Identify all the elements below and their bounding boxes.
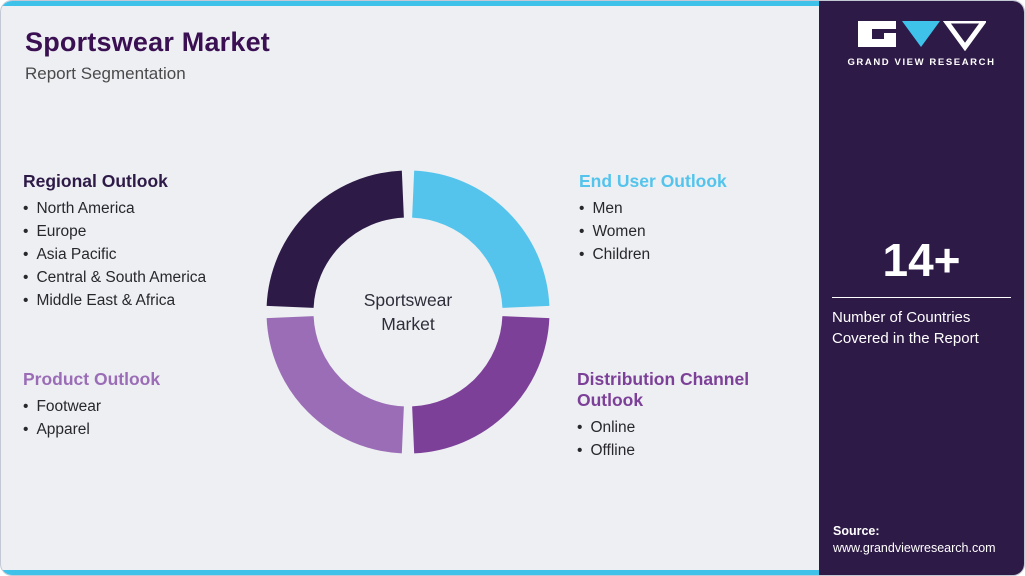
list-item: Women	[579, 220, 799, 243]
outlook-product-list: FootwearApparel	[23, 395, 263, 441]
list-item: Europe	[23, 220, 273, 243]
page-subtitle: Report Segmentation	[25, 64, 186, 83]
source-label: Source:	[833, 524, 880, 538]
stat-value: 14+	[882, 234, 961, 286]
outlook-distribution-list: OnlineOffline	[577, 416, 787, 462]
outlook-distribution: Distribution Channel Outlook OnlineOffli…	[577, 369, 787, 462]
list-item: North America	[23, 197, 273, 220]
bottom-accent-bar	[1, 570, 823, 575]
brand-name: GRAND VIEW RESEARCH	[847, 57, 996, 68]
list-item: Footwear	[23, 395, 263, 418]
donut-chart: Sportswear Market	[264, 168, 552, 456]
stat-label: Number of Countries Covered in the Repor…	[832, 309, 979, 347]
list-item: Middle East & Africa	[23, 289, 273, 312]
donut-segment-regional	[266, 170, 405, 309]
sidebar: GRAND VIEW RESEARCH 14+ Number of Countr…	[819, 1, 1024, 575]
list-item: Offline	[577, 439, 787, 462]
countries-stat: 14+ Number of Countries Covered in the R…	[832, 233, 1011, 349]
page-title: Sportswear Market	[25, 27, 270, 57]
outlook-regional-list: North AmericaEuropeAsia PacificCentral &…	[23, 197, 273, 312]
outlook-end-user: End User Outlook MenWomenChildren	[579, 171, 799, 266]
outlook-distribution-title: Distribution Channel Outlook	[577, 369, 750, 410]
top-accent-bar	[1, 1, 823, 6]
outlook-regional: Regional Outlook North AmericaEuropeAsia…	[23, 171, 273, 312]
gvr-logo: GRAND VIEW RESEARCH	[819, 21, 1024, 68]
source-block: Source: www.grandviewresearch.com	[833, 524, 996, 555]
list-item: Children	[579, 243, 799, 266]
donut-segment-product	[266, 315, 405, 454]
donut-chart-svg	[266, 170, 550, 454]
outlook-end-user-list: MenWomenChildren	[579, 197, 799, 266]
outlook-product-title: Product Outlook	[23, 369, 161, 389]
list-item: Central & South America	[23, 266, 273, 289]
source-url: www.grandviewresearch.com	[833, 541, 996, 555]
outlook-regional-title: Regional Outlook	[23, 171, 168, 191]
list-item: Men	[579, 197, 799, 220]
donut-center-label: Sportswear Market	[363, 290, 453, 334]
list-item: Online	[577, 416, 787, 439]
outlook-end-user-title: End User Outlook	[579, 171, 727, 191]
stat-divider	[832, 297, 1011, 298]
donut-segment-distribution	[411, 315, 550, 454]
list-item: Apparel	[23, 418, 263, 441]
outlook-product: Product Outlook FootwearApparel	[23, 369, 263, 441]
gvr-logo-icon	[857, 21, 986, 51]
header: Sportswear Market Report Segmentation	[25, 27, 270, 84]
list-item: Asia Pacific	[23, 243, 273, 266]
donut-segment-end-user	[411, 170, 550, 309]
